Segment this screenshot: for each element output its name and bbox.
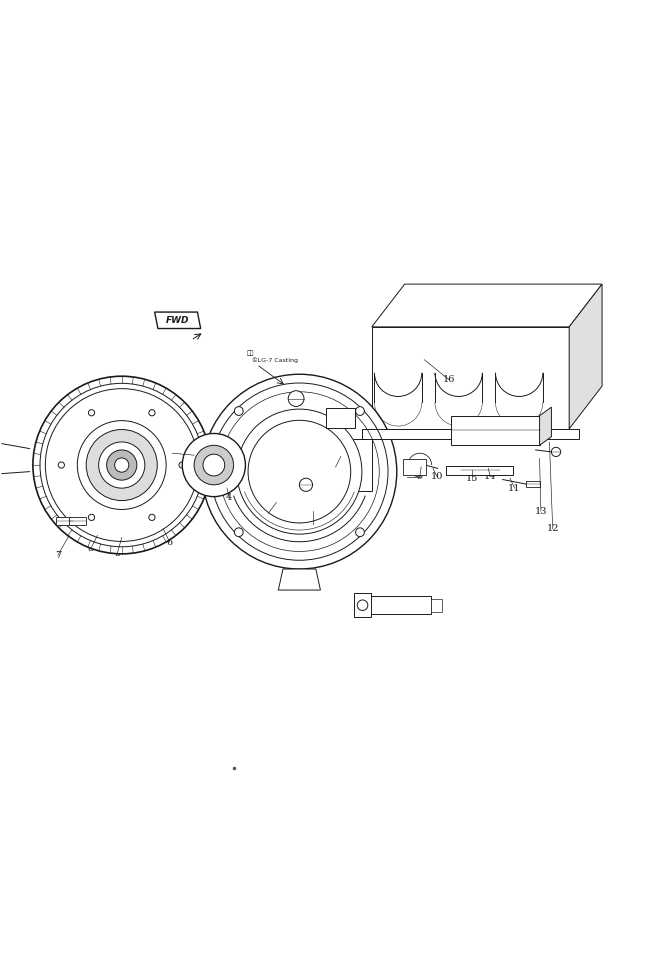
- Polygon shape: [569, 284, 602, 429]
- Circle shape: [234, 406, 243, 415]
- Polygon shape: [362, 429, 579, 439]
- Circle shape: [194, 445, 234, 484]
- Text: 10: 10: [335, 452, 347, 461]
- Circle shape: [114, 458, 129, 472]
- Text: 11: 11: [509, 483, 520, 493]
- Polygon shape: [372, 326, 569, 429]
- Circle shape: [107, 450, 137, 481]
- Polygon shape: [372, 284, 602, 326]
- Bar: [368, 596, 431, 614]
- Text: 9: 9: [417, 472, 423, 481]
- Circle shape: [299, 479, 313, 491]
- Polygon shape: [451, 416, 540, 445]
- Circle shape: [88, 409, 95, 416]
- Circle shape: [202, 375, 397, 569]
- Text: 1: 1: [310, 520, 316, 529]
- Text: 15: 15: [467, 474, 478, 482]
- Circle shape: [78, 421, 166, 509]
- Text: 2: 2: [265, 508, 272, 517]
- Bar: [56, 517, 73, 525]
- Circle shape: [182, 433, 245, 497]
- Bar: [403, 459, 426, 475]
- Circle shape: [551, 447, 561, 456]
- Circle shape: [149, 409, 155, 416]
- Text: 12: 12: [547, 525, 559, 534]
- Polygon shape: [278, 569, 320, 590]
- Circle shape: [58, 462, 64, 468]
- Text: FWD: FWD: [166, 316, 189, 325]
- Bar: [431, 599, 442, 612]
- Circle shape: [99, 442, 145, 488]
- Text: 7: 7: [55, 551, 61, 560]
- Text: 注意: 注意: [246, 351, 254, 356]
- Circle shape: [149, 514, 155, 520]
- Circle shape: [357, 600, 368, 611]
- Text: 6: 6: [166, 537, 173, 547]
- Bar: [69, 517, 86, 525]
- Text: 13: 13: [535, 507, 547, 515]
- Text: 10: 10: [431, 472, 443, 481]
- Text: 4: 4: [226, 493, 232, 502]
- Text: 3: 3: [169, 449, 176, 457]
- Circle shape: [234, 528, 243, 536]
- Circle shape: [237, 409, 362, 534]
- Text: 14: 14: [484, 472, 496, 481]
- Circle shape: [86, 429, 157, 501]
- Text: 16: 16: [443, 375, 455, 384]
- Polygon shape: [446, 466, 513, 475]
- Circle shape: [179, 462, 186, 468]
- Circle shape: [288, 391, 304, 406]
- Text: ①LG-7 Casting: ①LG-7 Casting: [252, 357, 298, 363]
- Bar: [526, 481, 540, 487]
- Circle shape: [355, 406, 365, 415]
- Text: 8: 8: [88, 544, 94, 553]
- Circle shape: [355, 528, 365, 536]
- Circle shape: [88, 514, 95, 520]
- Bar: [354, 593, 371, 617]
- Text: 5: 5: [114, 549, 120, 559]
- Circle shape: [203, 455, 224, 476]
- Polygon shape: [540, 407, 551, 445]
- Circle shape: [33, 377, 211, 554]
- Polygon shape: [326, 408, 355, 428]
